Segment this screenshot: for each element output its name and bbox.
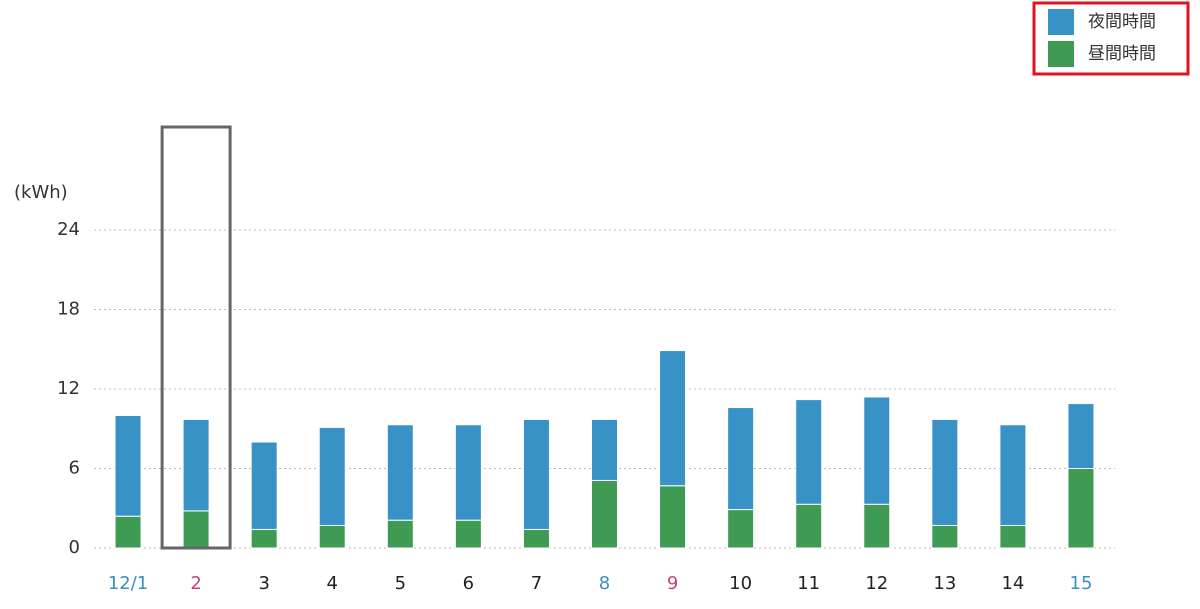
x-tick-label: 5 xyxy=(395,573,406,594)
x-tick-label: 7 xyxy=(531,573,542,594)
bar-segment xyxy=(386,519,414,549)
x-tick-label: 3 xyxy=(258,573,269,594)
bar-segment xyxy=(386,424,414,521)
y-tick-label: 0 xyxy=(69,537,80,558)
x-tick-label: 9 xyxy=(667,573,678,594)
x-tick-label: 15 xyxy=(1070,573,1093,594)
bar-segment xyxy=(522,418,550,530)
bar-segment xyxy=(250,441,278,530)
y-tick-label: 18 xyxy=(57,299,80,320)
x-tick-label: 13 xyxy=(933,573,956,594)
bar-segment xyxy=(999,424,1027,526)
bar-segment xyxy=(1067,403,1095,470)
y-tick-label: 12 xyxy=(57,378,80,399)
x-tick-label: 14 xyxy=(1001,573,1024,594)
x-tick-label: 8 xyxy=(599,573,610,594)
bar-segment xyxy=(454,519,482,549)
x-tick-label: 4 xyxy=(327,573,338,594)
legend-label: 昼間時間 xyxy=(1088,44,1156,64)
bar-segment xyxy=(1067,468,1095,549)
bar-segment xyxy=(318,524,346,549)
bar-segment xyxy=(182,418,210,512)
y-tick-label: 6 xyxy=(69,458,80,479)
x-tick-label: 11 xyxy=(797,573,820,594)
selection-box xyxy=(160,125,232,550)
bar-segment xyxy=(863,503,891,549)
bar-segment xyxy=(863,396,891,505)
bar-segment xyxy=(931,418,959,526)
x-tick-label: 12 xyxy=(865,573,888,594)
x-tick-label: 10 xyxy=(729,573,752,594)
bar-segment xyxy=(591,479,618,549)
x-tick-label: 6 xyxy=(463,573,474,594)
bar-segment xyxy=(999,524,1027,549)
y-axis-label: (kWh) xyxy=(14,182,68,203)
bar-segment xyxy=(591,418,618,481)
legend-swatch xyxy=(1048,41,1074,67)
bar-segment xyxy=(795,503,823,549)
bar-segment xyxy=(454,424,482,521)
bar-segment xyxy=(931,524,959,549)
bar-segment xyxy=(114,415,142,517)
bar-segment xyxy=(522,528,550,549)
bar-segment xyxy=(182,510,210,549)
bar-segment xyxy=(318,426,346,526)
bar-segment xyxy=(727,509,755,549)
bar-segment xyxy=(659,485,687,549)
bar-segment xyxy=(795,399,823,505)
x-tick-label: 2 xyxy=(190,573,201,594)
legend-label: 夜間時間 xyxy=(1088,12,1156,32)
legend-swatch xyxy=(1048,9,1074,35)
bar-segment xyxy=(727,407,755,511)
y-tick-label: 24 xyxy=(57,219,80,240)
bar-segment xyxy=(114,515,142,549)
x-tick-label: 12/1 xyxy=(108,573,148,594)
bar-segment xyxy=(659,350,687,487)
bar-segment xyxy=(250,528,278,549)
